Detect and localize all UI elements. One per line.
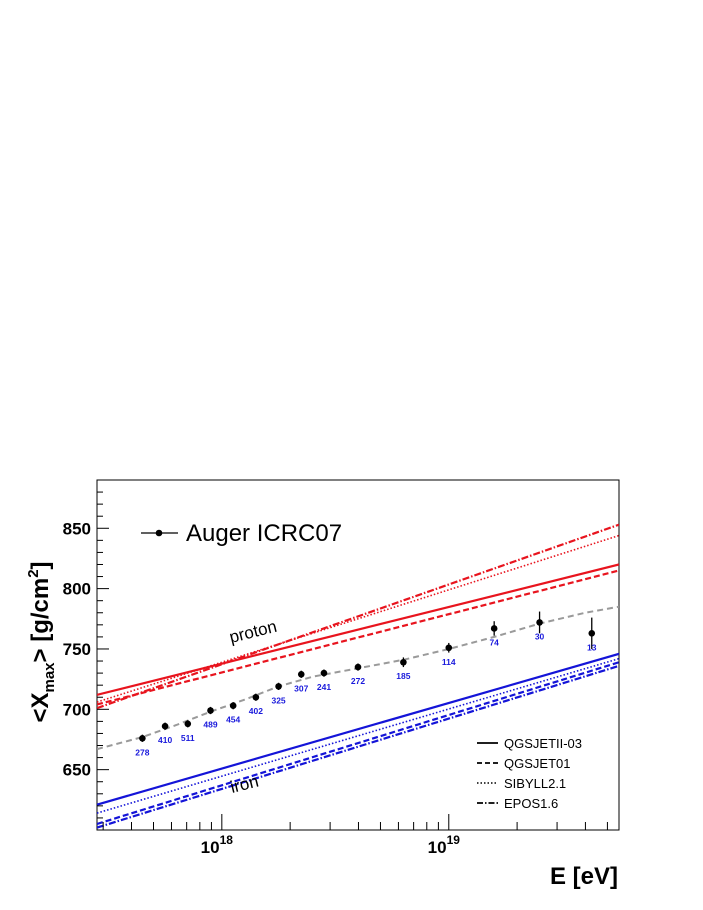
legend-label: SIBYLL2.1 <box>504 776 566 791</box>
event-count-label: 402 <box>249 706 263 716</box>
event-count-label: 74 <box>489 637 499 647</box>
y-title-sup: 2 <box>25 569 42 577</box>
data-point <box>445 644 453 652</box>
event-count-label: 185 <box>396 671 410 681</box>
iron-line-solid <box>97 652 619 806</box>
event-count-label: 114 <box>442 657 456 667</box>
data-point <box>320 669 328 677</box>
fit-curve <box>97 605 619 751</box>
x-axis-title: E [eV] <box>550 863 618 890</box>
data-point <box>161 722 169 730</box>
auger-legend-label: Auger ICRC07 <box>186 520 342 547</box>
iron-line-dashed <box>97 661 619 826</box>
y-axis-title: <Xmax> [g/cm2] <box>25 561 58 722</box>
event-count-label: 30 <box>535 631 545 641</box>
y-tick-label: 650 <box>63 761 91 780</box>
iron-line-dashdot <box>97 664 619 829</box>
model-curves <box>97 523 619 829</box>
event-count-label: 511 <box>181 733 195 743</box>
event-count-label: 272 <box>351 676 365 686</box>
data-point <box>490 625 498 632</box>
data-fit-curve <box>97 605 619 751</box>
proton-line-dashdot <box>97 523 619 710</box>
plot-frame <box>96 479 620 831</box>
event-count-label: 307 <box>294 683 308 693</box>
y-tick-label: 850 <box>63 519 91 538</box>
data-point <box>207 707 214 714</box>
x-tick-label: 1018 <box>201 833 234 857</box>
data-point <box>275 683 282 690</box>
data-point <box>400 658 407 666</box>
legend-entry: QGSJET01 <box>477 756 570 771</box>
y-tick-label: 700 <box>63 700 91 719</box>
data-point <box>536 619 543 626</box>
data-point <box>588 629 596 637</box>
legend-label: QGSJET01 <box>504 756 570 771</box>
y-title-tail: > [g/cm <box>27 578 54 663</box>
legend-label: EPOS1.6 <box>504 796 558 811</box>
y-title-sub: max <box>41 662 58 693</box>
y-title-end: ] <box>27 561 54 569</box>
model-legend: QGSJETII-03 QGSJET01 SIBYLL2.1 EPOS1.6 <box>477 736 582 811</box>
data-point <box>184 720 192 728</box>
proton-line-solid <box>97 563 619 696</box>
data-points: 278 410 511 489 454 402 325 307 241 272 185 114 74 30… <box>135 611 597 757</box>
legend-entry: SIBYLL2.1 <box>477 776 566 791</box>
auger-legend-marker <box>155 529 163 537</box>
legend-label: QGSJETII-03 <box>504 736 582 751</box>
data-point <box>297 671 305 678</box>
event-count-label: 241 <box>317 682 331 692</box>
event-count-label: 489 <box>203 720 217 730</box>
data-point <box>354 663 362 671</box>
event-count-label: 325 <box>271 695 285 705</box>
proton-line-dotted <box>97 534 619 703</box>
legend-entry: EPOS1.6 <box>477 796 558 811</box>
data-point <box>229 702 237 709</box>
data-point <box>252 693 260 701</box>
x-tick-label: 1019 <box>428 833 461 857</box>
event-count-label: 13 <box>587 642 597 652</box>
auger-legend: Auger ICRC07 <box>141 520 342 547</box>
legend-entry: QGSJETII-03 <box>477 736 582 751</box>
y-tick-label: 800 <box>63 580 91 599</box>
event-count-label: 410 <box>158 735 172 745</box>
event-count-label: 278 <box>135 747 149 757</box>
axis-ticks: 650 700 750 800 850 1018 1019 <box>63 491 608 857</box>
y-tick-label: 750 <box>63 640 91 659</box>
y-title-main: <X <box>27 693 54 723</box>
data-point <box>139 734 146 742</box>
event-count-label: 454 <box>226 715 240 725</box>
